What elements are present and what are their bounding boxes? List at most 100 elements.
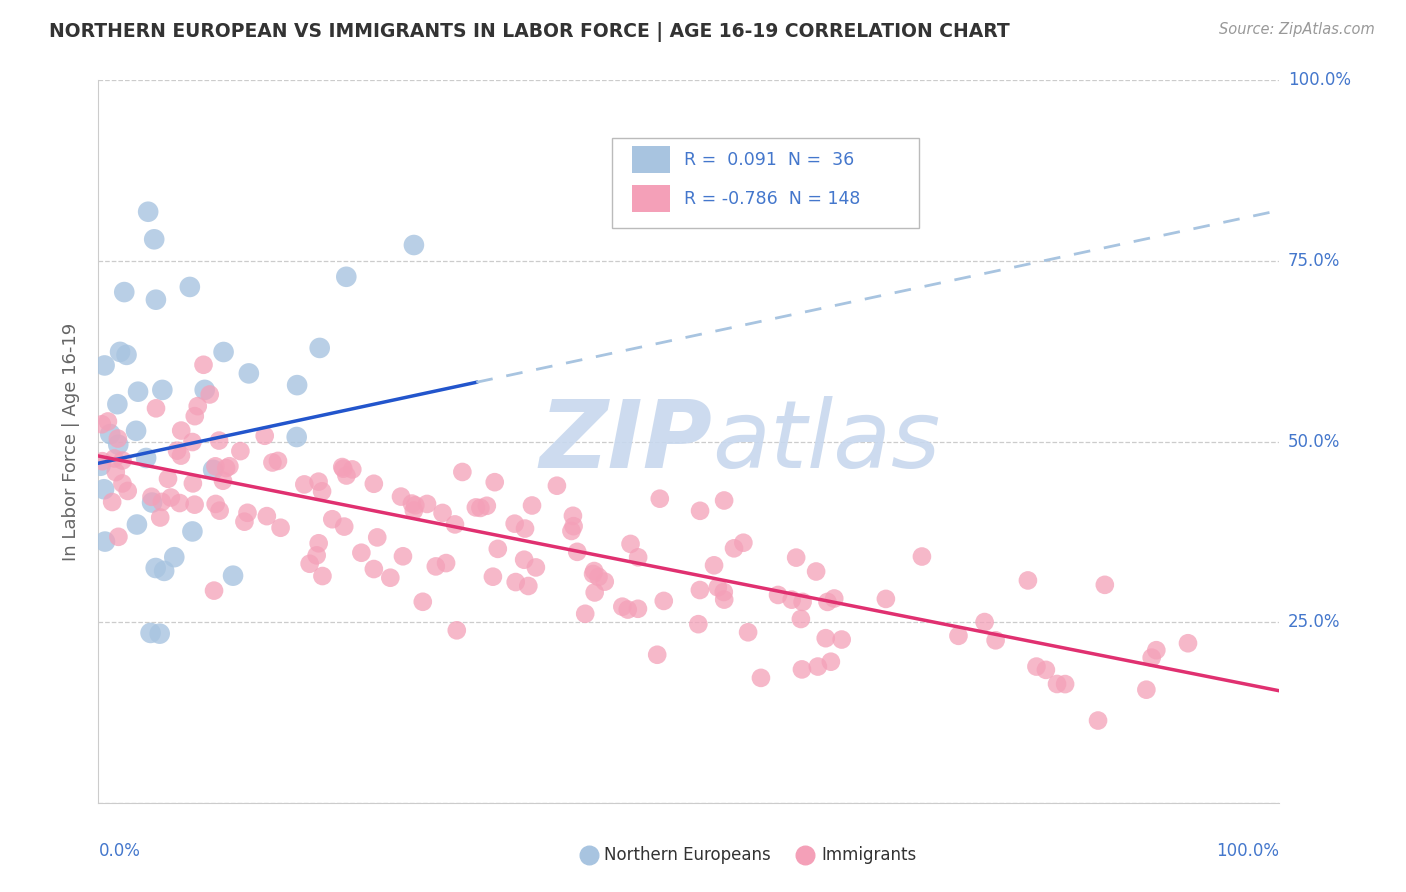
Point <box>482 570 505 584</box>
Point <box>451 465 474 479</box>
Text: NORTHERN EUROPEAN VS IMMIGRANTS IN LABOR FORCE | AGE 16-19 CORRELATION CHART: NORTHERN EUROPEAN VS IMMIGRANTS IN LABOR… <box>49 22 1010 42</box>
Point <box>166 443 188 458</box>
Point <box>125 517 148 532</box>
Point <box>432 506 454 520</box>
Point <box>97 414 120 428</box>
Point <box>737 625 759 640</box>
Point <box>524 560 547 574</box>
Point <box>149 510 172 524</box>
Point <box>143 232 166 246</box>
Point <box>181 435 204 450</box>
Point <box>149 626 172 640</box>
Point <box>238 367 260 381</box>
Point <box>139 626 162 640</box>
Point <box>1177 636 1199 650</box>
Point <box>486 541 509 556</box>
Point <box>212 474 235 488</box>
Point <box>233 515 256 529</box>
Point <box>308 475 330 489</box>
Point <box>298 557 321 571</box>
Point <box>89 458 111 473</box>
Point <box>204 497 226 511</box>
Point <box>713 585 735 599</box>
Point <box>503 516 526 531</box>
Point <box>578 847 600 862</box>
Point <box>1054 677 1077 691</box>
Point <box>766 588 789 602</box>
Text: Northern Europeans: Northern Europeans <box>605 846 770 863</box>
Point <box>363 476 385 491</box>
Point <box>593 574 616 589</box>
Point <box>790 612 813 626</box>
Point <box>402 503 425 517</box>
Point <box>366 530 388 544</box>
Point <box>108 344 131 359</box>
FancyBboxPatch shape <box>612 138 920 228</box>
Point <box>183 498 205 512</box>
Point <box>513 552 536 566</box>
Point <box>218 459 240 474</box>
Point <box>583 564 606 578</box>
Point <box>470 500 492 515</box>
Point <box>616 602 638 616</box>
Point <box>256 509 278 524</box>
Point <box>91 454 114 468</box>
Point <box>817 595 839 609</box>
Point <box>212 345 235 359</box>
Point <box>163 550 186 565</box>
Point <box>464 500 486 515</box>
Text: 50.0%: 50.0% <box>1288 433 1340 450</box>
Point <box>875 591 897 606</box>
Point <box>475 499 498 513</box>
Point <box>984 633 1007 648</box>
Point <box>561 508 583 523</box>
Point <box>145 561 167 575</box>
Point <box>350 546 373 560</box>
Point <box>111 476 134 491</box>
Point <box>627 550 650 565</box>
Point <box>270 521 292 535</box>
Point <box>823 591 845 606</box>
Point <box>948 629 970 643</box>
Text: 100.0%: 100.0% <box>1288 71 1351 89</box>
Point <box>141 495 163 509</box>
Point <box>107 438 129 452</box>
Point <box>202 463 225 477</box>
Point <box>733 535 755 549</box>
Point <box>713 592 735 607</box>
Point <box>505 575 527 590</box>
Point <box>145 401 167 416</box>
Point <box>619 537 641 551</box>
Point <box>648 491 671 506</box>
Point <box>627 601 650 615</box>
Point <box>308 341 330 355</box>
Point <box>723 541 745 556</box>
Point <box>194 383 217 397</box>
Point <box>1046 677 1069 691</box>
Point <box>184 409 207 424</box>
Point <box>546 479 568 493</box>
Point <box>567 545 589 559</box>
Point <box>321 512 343 526</box>
Point <box>588 570 610 584</box>
Text: 100.0%: 100.0% <box>1216 842 1279 860</box>
Point <box>135 450 157 465</box>
Point <box>157 472 180 486</box>
Point <box>202 583 225 598</box>
Point <box>911 549 934 564</box>
Point <box>793 847 815 862</box>
Point <box>117 483 139 498</box>
Point <box>583 585 606 599</box>
Point <box>292 477 315 491</box>
Point <box>229 444 252 458</box>
Point <box>1035 663 1057 677</box>
Point <box>215 461 238 475</box>
Point <box>1087 714 1109 728</box>
Point <box>136 204 159 219</box>
Point <box>267 454 290 468</box>
Point <box>170 424 193 438</box>
Text: atlas: atlas <box>713 396 941 487</box>
Point <box>222 568 245 582</box>
Point <box>169 496 191 510</box>
Point <box>181 476 204 491</box>
